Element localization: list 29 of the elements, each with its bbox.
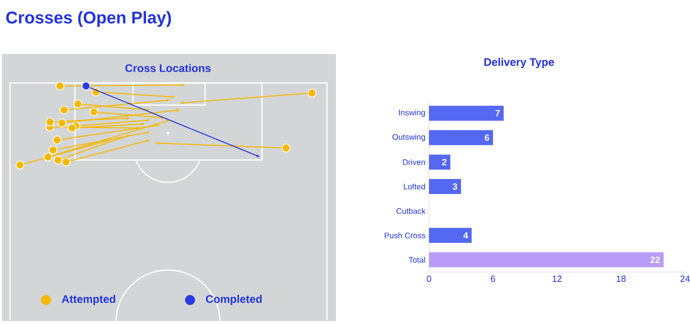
y-tick-label: Push Cross (384, 232, 426, 238)
y-tick-label: Total (408, 256, 425, 263)
x-tick-label: 0 (426, 276, 432, 282)
data-label: 7 (496, 110, 500, 116)
bar (429, 130, 494, 146)
bar (429, 228, 472, 243)
data-label: 22 (650, 256, 660, 263)
x-tick-label: 18 (616, 276, 626, 282)
y-tick-label: Lofted (404, 184, 425, 190)
bar (429, 154, 450, 170)
data-label: 6 (484, 134, 490, 141)
x-tick-label: 6 (490, 276, 496, 282)
legend-label: Completed (206, 294, 262, 306)
bar (429, 179, 462, 194)
data-label: 4 (463, 232, 468, 238)
chart-title: Delivery Type (484, 58, 554, 68)
bar (429, 106, 504, 121)
x-tick-label: 24 (680, 276, 690, 282)
y-tick-label: Cutback (396, 208, 426, 214)
data-label: 2 (442, 158, 446, 166)
y-tick-label: Driven (403, 159, 425, 166)
x-tick-label: 12 (552, 276, 562, 282)
text: Crosses (Open Play) (6, 11, 171, 27)
y-tick-label: Inswing (399, 109, 425, 117)
text: Cross Locations (125, 64, 211, 72)
legend-label: Attempted (62, 294, 116, 306)
bar (429, 252, 664, 268)
y-tick-label: Outswing (392, 134, 425, 142)
data-label: 3 (452, 183, 458, 190)
